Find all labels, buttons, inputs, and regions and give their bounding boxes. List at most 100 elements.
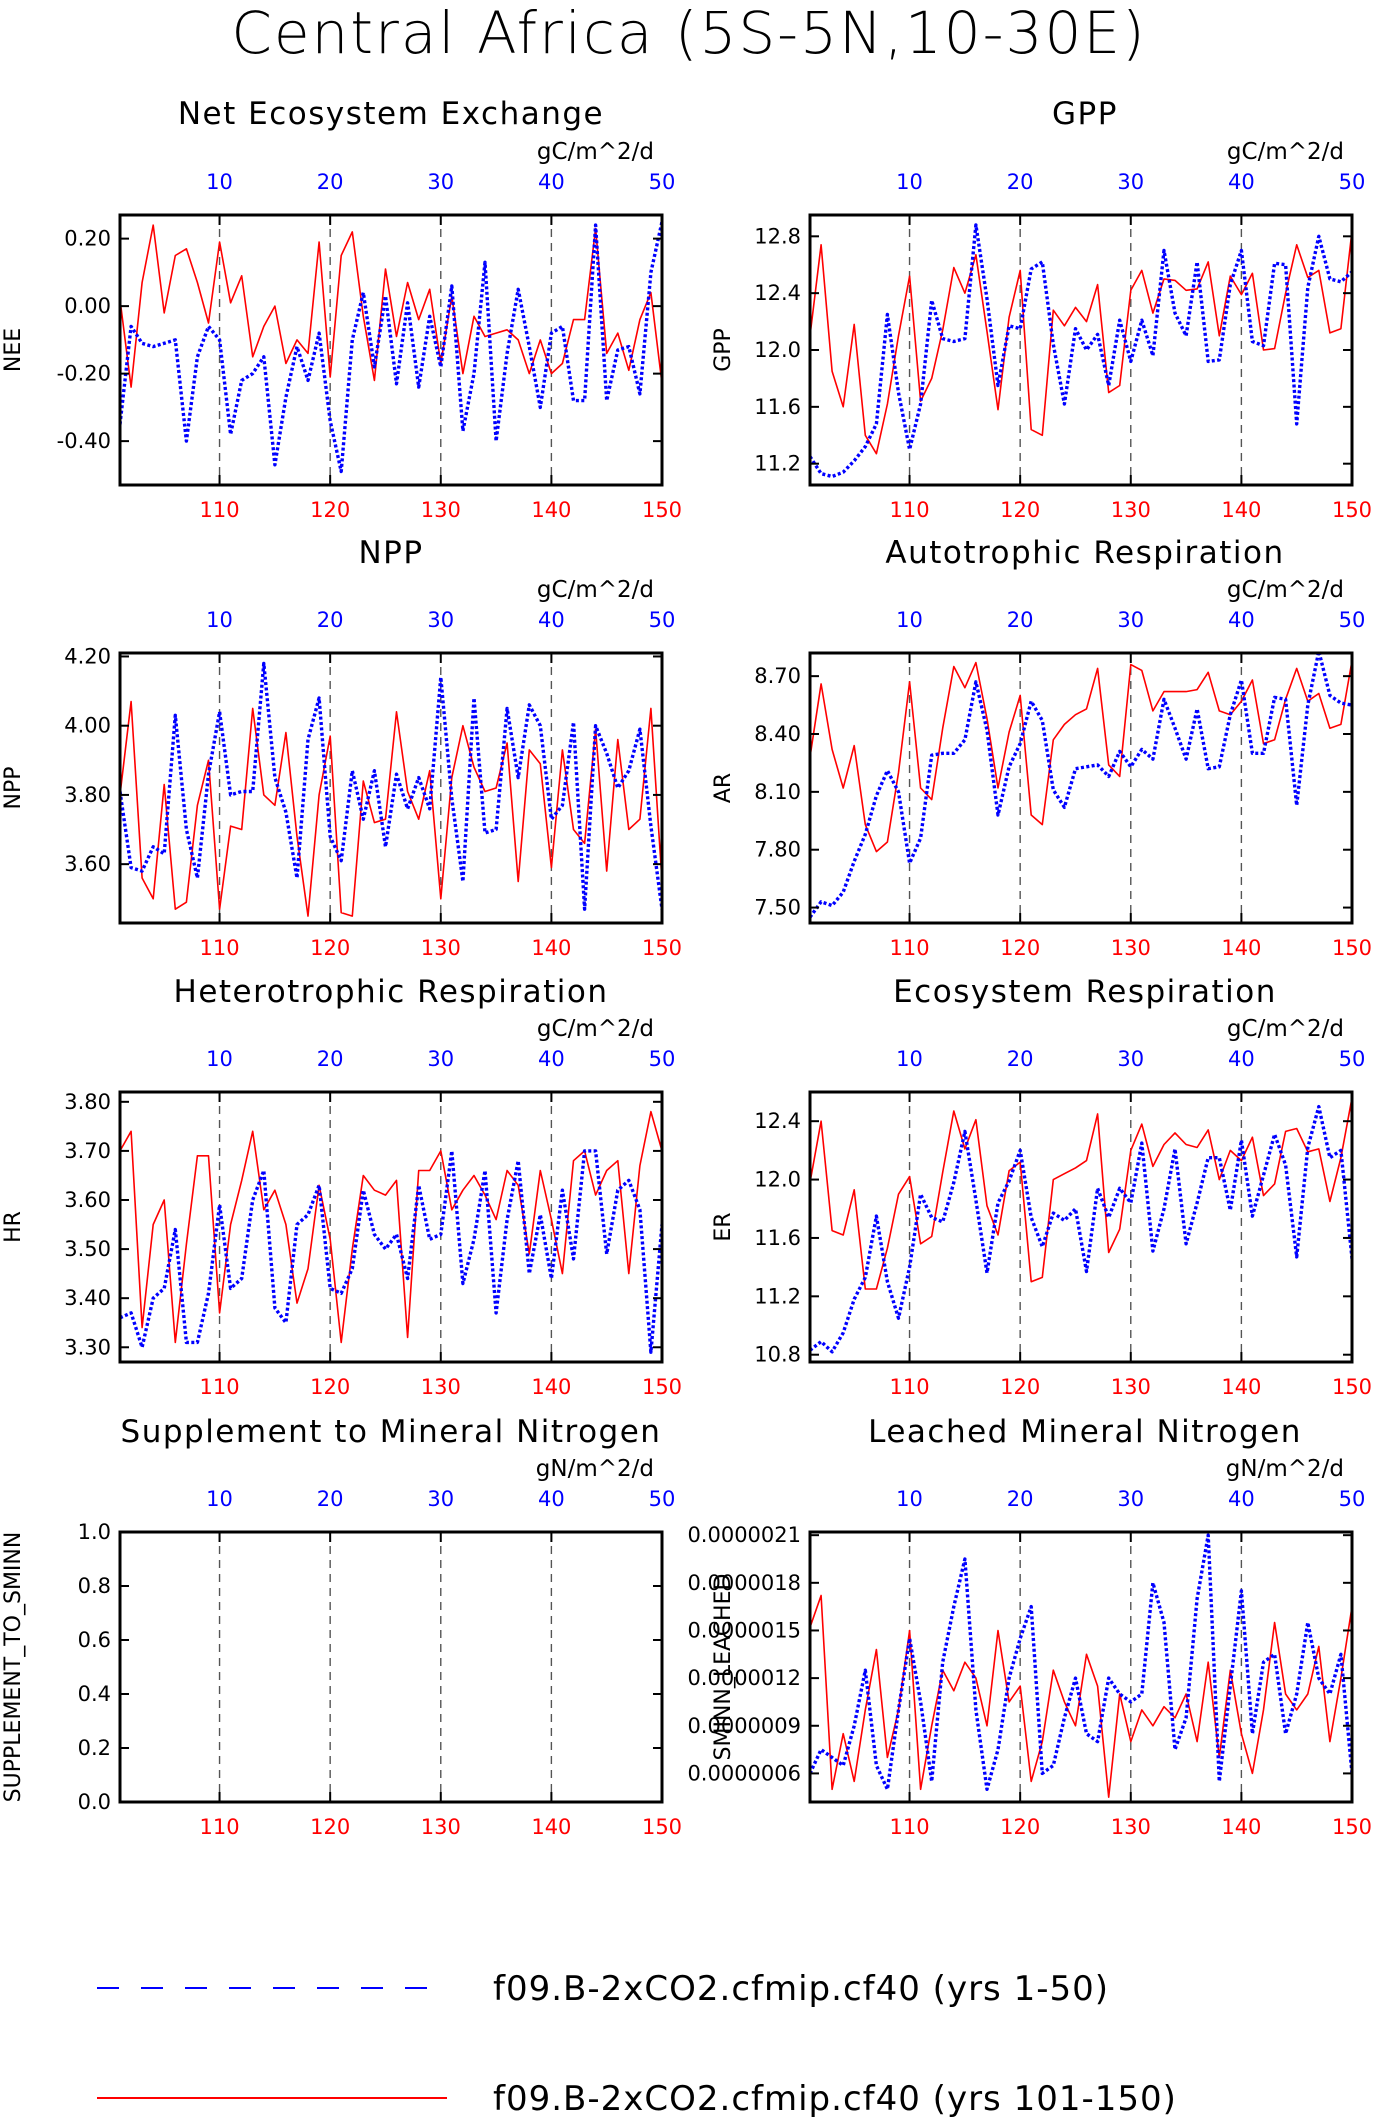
panel-2-xtick-bottom-label: 120 [1000, 498, 1040, 522]
panel-6-xtick-top-label: 50 [1339, 1047, 1366, 1071]
panel-8-xtick-bottom-label: 120 [1000, 1815, 1040, 1839]
panel-5-series-yrs-101-150 [120, 1110, 662, 1344]
panel-3-ylabel: NPP [1, 767, 26, 810]
panel-6-ytick-label: 11.6 [754, 1226, 801, 1250]
panel-8-xtick-bottom-label: 140 [1221, 1815, 1261, 1839]
panel-1-ylabel: NEE [1, 328, 26, 372]
panel-7-xtick-top-label: 30 [427, 1487, 454, 1511]
panel-6-xtick-top-label: 20 [1007, 1047, 1034, 1071]
panel-5-xtick-bottom-label: 130 [421, 1375, 461, 1399]
panel-7-xtick-top-label: 20 [317, 1487, 344, 1511]
panel-5-unit: gC/m^2/d [537, 1016, 654, 1042]
panel-1-xtick-top-label: 20 [317, 170, 344, 194]
panel-8-frame [808, 1530, 1354, 1804]
panel-1-series-yrs-101-150 [120, 224, 662, 388]
panel-8-unit: gN/m^2/d [1226, 1456, 1344, 1482]
panel-2-xtick-bottom-label: 130 [1111, 498, 1151, 522]
panel-7-ytick-label: 0.4 [78, 1682, 111, 1706]
panel-1-ytick-label: 0.20 [64, 227, 111, 251]
panel-2-xtick-bottom-label: 150 [1332, 498, 1372, 522]
panel-6-xtick-bottom-label: 110 [890, 1375, 930, 1399]
panel-5-ytick-label: 3.70 [64, 1139, 111, 1163]
panel-5-xtick-top-label: 50 [649, 1047, 676, 1071]
panel-3-xtick-bottom-label: 120 [310, 936, 350, 960]
panel-8-xtick-top-label: 20 [1007, 1487, 1034, 1511]
panel-4-xtick-top-label: 30 [1117, 608, 1144, 632]
panel-1-xtick-top-label: 50 [649, 170, 676, 194]
panel-7-xtick-bottom-label: 120 [310, 1815, 350, 1839]
panel-5-ylabel: HR [1, 1211, 26, 1243]
panel-1-unit: gC/m^2/d [537, 139, 654, 165]
panel-7-ytick-label: 1.0 [78, 1520, 111, 1544]
panel-2-ytick-label: 12.4 [754, 281, 801, 305]
panel-8-xtick-top-label: 10 [896, 1487, 923, 1511]
panel-8-xtick-top-label: 30 [1117, 1487, 1144, 1511]
panel-6-ylabel: ER [711, 1212, 736, 1241]
panel-5-ytick-label: 3.50 [64, 1237, 111, 1261]
panel-7-frame [118, 1530, 664, 1804]
panel-5-ytick-label: 3.30 [64, 1335, 111, 1359]
panel-7-ytick-label: 0.2 [78, 1736, 111, 1760]
panel-7-ylabel: SUPPLEMENT_TO_SMINN [1, 1532, 26, 1803]
panel-7-xtick-bottom-label: 130 [421, 1815, 461, 1839]
panel-7-xtick-top-label: 10 [206, 1487, 233, 1511]
panel-2-xtick-top-label: 50 [1339, 170, 1366, 194]
panel-4-xtick-top-label: 20 [1007, 608, 1034, 632]
panel-6-xtick-top-label: 10 [896, 1047, 923, 1071]
panel-2-ytick-label: 12.0 [754, 338, 801, 362]
panel-7-ytick-label: 0.6 [78, 1628, 111, 1652]
panel-5-xtick-bottom-label: 120 [310, 1375, 350, 1399]
panel-8-title: Leached Mineral Nitrogen [868, 1414, 1302, 1450]
panel-6-frame [808, 1090, 1354, 1364]
panel-6-ytick-label: 12.4 [754, 1109, 801, 1133]
panel-1-xtick-bottom-label: 110 [200, 498, 240, 522]
panel-8-xtick-bottom-label: 110 [890, 1815, 930, 1839]
panel-7-ytick-label: 0.8 [78, 1574, 111, 1598]
panel-5-ytick-label: 3.40 [64, 1286, 111, 1310]
panel-5-xtick-bottom-label: 140 [531, 1375, 571, 1399]
panel-8-ytick-label: 0.0000006 [687, 1761, 801, 1785]
panel-4-series-yrs-1-50 [810, 653, 1352, 919]
panel-3-ytick-label: 4.20 [64, 644, 111, 668]
panel-5-xtick-top-label: 40 [538, 1047, 565, 1071]
panel-4-xtick-bottom-label: 120 [1000, 936, 1040, 960]
panel-3-xtick-bottom-label: 110 [200, 936, 240, 960]
panel-2-title: GPP [1052, 96, 1118, 132]
panel-3-series-yrs-101-150 [120, 700, 662, 917]
panel-1-frame [118, 213, 664, 487]
panel-8-ytick-label: 0.0000012 [687, 1666, 801, 1690]
panel-7-xtick-top-label: 40 [538, 1487, 565, 1511]
panel-5-xtick-bottom-label: 110 [200, 1375, 240, 1399]
panel-8-xtick-bottom-label: 150 [1332, 1815, 1372, 1839]
panel-4-unit: gC/m^2/d [1227, 577, 1344, 603]
panel-6-ytick-label: 11.2 [754, 1284, 801, 1308]
panel-3-ytick-label: 3.60 [64, 852, 111, 876]
panel-8-series-yrs-101-150 [810, 1594, 1352, 1798]
panel-2-ytick-label: 11.2 [754, 452, 801, 476]
panel-4-xtick-bottom-label: 150 [1332, 936, 1372, 960]
panel-4-frame [808, 651, 1354, 925]
panel-3-xtick-top-label: 30 [427, 608, 454, 632]
panel-2-ytick-label: 11.6 [754, 395, 801, 419]
panel-1-xtick-bottom-label: 120 [310, 498, 350, 522]
panel-2-ylabel: GPP [711, 328, 736, 372]
panel-7-xtick-bottom-label: 110 [200, 1815, 240, 1839]
panel-4-xtick-bottom-label: 130 [1111, 936, 1151, 960]
panel-4-ytick-label: 8.40 [754, 722, 801, 746]
panel-1-xtick-top-label: 30 [427, 170, 454, 194]
panel-6-series-yrs-101-150 [810, 1097, 1352, 1290]
panel-3-xtick-top-label: 40 [538, 608, 565, 632]
panel-5-xtick-top-label: 30 [427, 1047, 454, 1071]
panel-1-xtick-bottom-label: 140 [531, 498, 571, 522]
panel-1-title: Net Ecosystem Exchange [178, 96, 604, 132]
panel-3-xtick-top-label: 10 [206, 608, 233, 632]
panel-2-ytick-label: 12.8 [754, 224, 801, 248]
panel-6-unit: gC/m^2/d [1227, 1016, 1344, 1042]
panel-8-ytick-label: 0.0000015 [687, 1618, 801, 1642]
panel-4-xtick-top-label: 10 [896, 608, 923, 632]
legend-label-1: f09.B-2xCO2.cfmip.cf40 (yrs 1-50) [493, 1969, 1109, 2009]
panel-5-frame [118, 1090, 664, 1364]
panel-6-series-yrs-1-50 [810, 1104, 1352, 1354]
panel-3-title: NPP [358, 535, 423, 571]
